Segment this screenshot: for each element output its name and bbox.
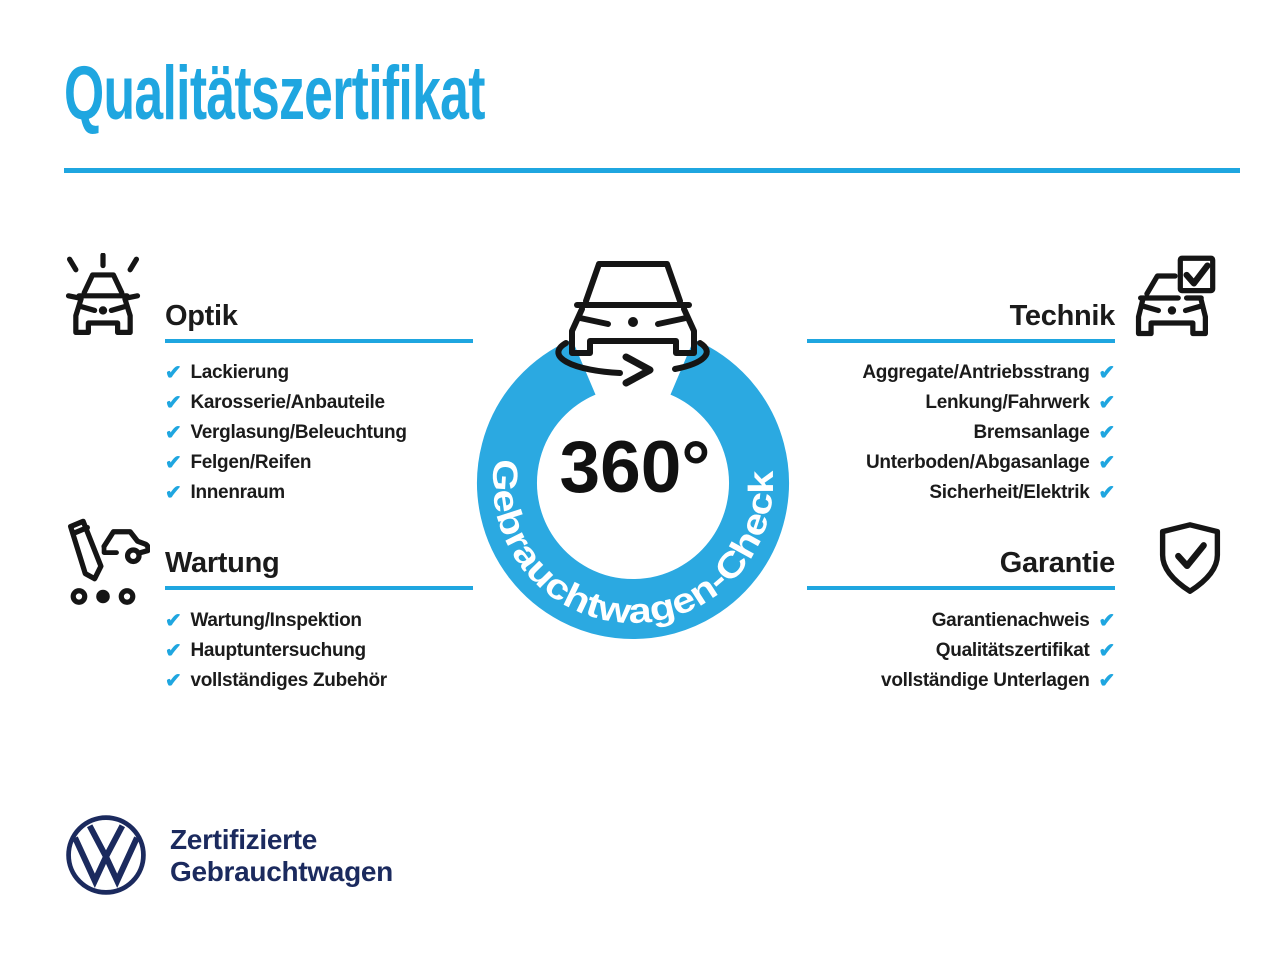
car-shine-icon (65, 253, 141, 335)
garantie-checklist: Garantienachweis ✔ Qualitätszertifikat ✔… (603, 606, 1115, 696)
checklist-item: Sicherheit/Elektrik ✔ (603, 478, 1115, 508)
checklist-item-label: vollständiges Zubehör (190, 670, 387, 691)
checklist-item: Aggregate/Antriebsstrang ✔ (603, 358, 1115, 388)
section-underline-technik (807, 339, 1115, 343)
degree-value: 360° (560, 427, 711, 508)
check-icon: ✔ (165, 609, 182, 632)
checklist-item: Bremsanlage ✔ (603, 418, 1115, 448)
section-underline-optik (165, 339, 473, 343)
check-icon: ✔ (1098, 639, 1116, 662)
check-icon: ✔ (165, 421, 182, 444)
check-icon: ✔ (165, 451, 182, 474)
shield-check-icon (1159, 522, 1221, 594)
section-title-optik: Optik (165, 300, 238, 332)
checklist-item-label: Wartung/Inspektion (190, 610, 362, 631)
technik-checklist: Aggregate/Antriebsstrang ✔ Lenkung/Fahrw… (603, 358, 1115, 508)
check-icon: ✔ (1098, 421, 1116, 444)
checklist-item-label: Qualitätszertifikat (935, 640, 1090, 661)
brand-line-1: Zertifizierte (170, 824, 318, 855)
check-icon: ✔ (1098, 451, 1116, 474)
check-icon: ✔ (1098, 481, 1116, 504)
check-icon: ✔ (165, 391, 182, 414)
checklist-item: ✔ Lackierung (165, 358, 407, 388)
ring-shape (477, 339, 789, 639)
section-title-wartung: Wartung (165, 547, 280, 579)
brand-wordmark: Zertifizierte Gebrauchtwagen (170, 824, 393, 888)
checklist-item: Garantienachweis ✔ (603, 606, 1116, 636)
pencil-car-checklist-icon (68, 518, 150, 605)
wartung-checklist: ✔ Wartung/Inspektion ✔ Hauptuntersuchung… (165, 606, 387, 696)
check-icon: ✔ (165, 481, 182, 504)
checklist-item: ✔ Innenraum (165, 478, 407, 508)
title-divider (64, 168, 1240, 173)
check-icon: ✔ (165, 639, 182, 662)
car-360-rotate-icon (555, 261, 710, 387)
optik-checklist: ✔ Lackierung ✔ Karosserie/Anbauteile ✔ V… (165, 358, 407, 508)
checklist-item-label: Lackierung (190, 362, 289, 383)
checklist-item-label: Sicherheit/Elektrik (929, 482, 1090, 503)
section-title-garantie: Garantie (999, 547, 1116, 579)
checklist-item-label: Garantienachweis (931, 610, 1090, 631)
checklist-item: Lenkung/Fahrwerk ✔ (603, 388, 1115, 418)
section-title-technik: Technik (1009, 300, 1116, 332)
checklist-item-label: Hauptuntersuchung (190, 640, 366, 661)
checklist-item-label: Verglasung/Beleuchtung (190, 422, 407, 443)
checklist-item-label: Aggregate/Antriebsstrang (862, 362, 1090, 383)
checklist-item-label: Karosserie/Anbauteile (190, 392, 385, 413)
car-checkbox-icon (1135, 255, 1216, 337)
checklist-item: Qualitätszertifikat ✔ (603, 636, 1116, 666)
section-underline-wartung (165, 586, 473, 590)
check-icon: ✔ (1098, 609, 1116, 632)
checklist-item-label: Innenraum (190, 482, 285, 503)
section-underline-garantie (807, 586, 1115, 590)
checklist-item-label: Felgen/Reifen (190, 452, 312, 473)
page-title: Qualitätszertifikat (64, 51, 485, 136)
checklist-item-label: vollständige Unterlagen (881, 670, 1090, 691)
checklist-item: ✔ Hauptuntersuchung (165, 636, 387, 666)
check-icon: ✔ (165, 669, 182, 692)
check-icon: ✔ (1098, 361, 1116, 384)
checklist-item-label: Lenkung/Fahrwerk (925, 392, 1090, 413)
checklist-item: vollständige Unterlagen ✔ (603, 666, 1115, 696)
checklist-item: ✔ Verglasung/Beleuchtung (165, 418, 407, 448)
check-icon: ✔ (165, 361, 182, 384)
checklist-item: ✔ Wartung/Inspektion (165, 606, 387, 636)
brand-line-2: Gebrauchtwagen (170, 856, 393, 887)
checklist-item: ✔ Felgen/Reifen (165, 448, 407, 478)
checklist-item: ✔ Karosserie/Anbauteile (165, 388, 407, 418)
360-check-badge: Gebrauchtwagen-Check 360° (477, 261, 789, 639)
check-icon: ✔ (1098, 669, 1116, 692)
checklist-item-label: Unterboden/Abgasanlage (865, 452, 1090, 473)
checklist-item: ✔ vollständiges Zubehör (165, 666, 387, 696)
vw-logo (66, 815, 146, 895)
check-icon: ✔ (1098, 391, 1116, 414)
checklist-item-label: Bremsanlage (973, 422, 1090, 443)
checklist-item: Unterboden/Abgasanlage ✔ (603, 448, 1115, 478)
